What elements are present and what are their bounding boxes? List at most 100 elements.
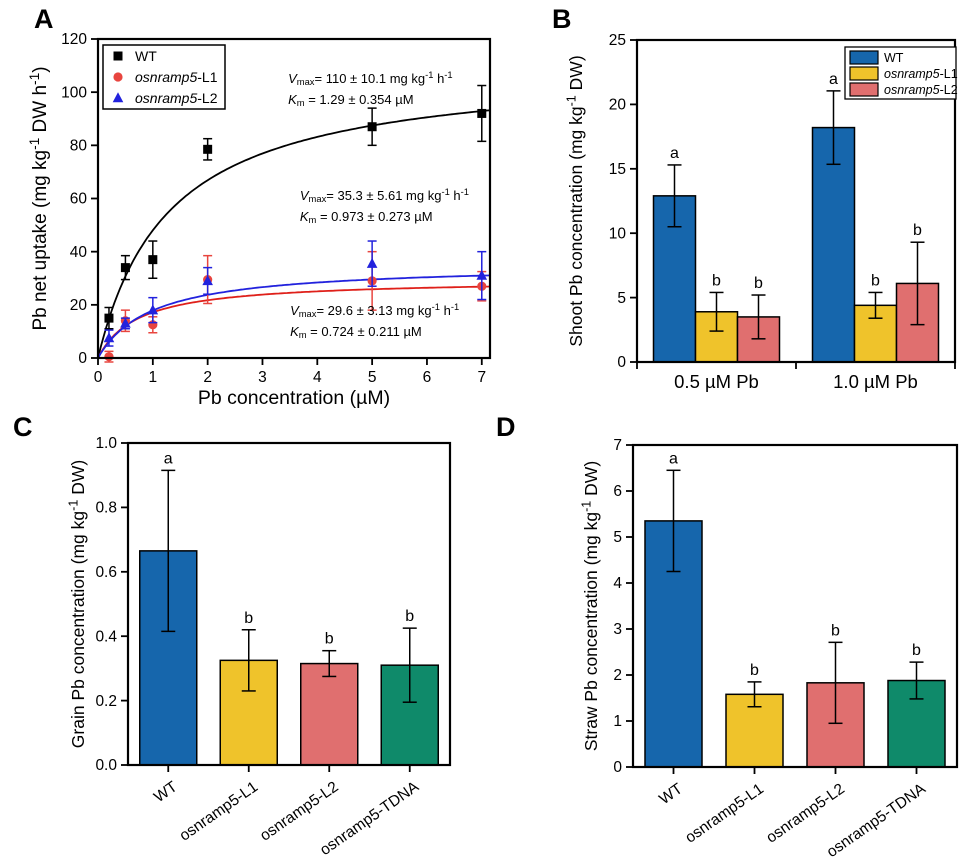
y-tick-label: 0 [613,759,622,776]
x-tick-label: 2 [203,369,212,386]
panel-B: a b b 0.5 µM Pb a b b 1.0 µM Pb 0 5 10 15 20 25 Shoot … [564,32,957,392]
y-tick-label: 60 [70,191,88,208]
y-tick-label: 0.4 [95,628,117,645]
annotation-line: Km = 1.29 ± 0.354 µM [288,92,413,108]
x-category-label: osnramp5-L1 [176,778,261,844]
legend-label: osnramp5-L2 [884,83,958,97]
legend-swatch [849,82,879,97]
annotation-line: Vmax= 35.3 ± 5.61 mg kg-1 h-1 [300,186,469,204]
y-tick-label: 0.8 [95,500,117,517]
y-tick-label: 80 [70,138,88,155]
marker-square [203,144,213,154]
sig-letter: a [164,450,173,467]
axis-box [631,443,959,769]
sig-letter: b [325,631,334,648]
y-tick-label: 40 [70,244,88,261]
legend: WT osnramp5-L1 osnramp5-L2 [844,46,958,100]
x-tick-label: 1 [149,369,158,386]
legend-label: osnramp5-L2 [135,90,218,106]
marker-square [148,255,158,265]
bar-osnramp5-L2 [300,662,359,766]
y-tick-label: 1.0 [95,435,117,452]
fit-curve-osnramp5-L1 [97,285,491,359]
marker-square [113,51,123,61]
marker-triangle [112,92,124,103]
sig-letter: b [754,275,763,292]
panel-D: aWTbosnramp5-L1bosnramp5-L2bosnramp5-TDN… [579,437,959,861]
annotation-line: Vmax= 29.6 ± 3.13 mg kg-1 h-1 [290,301,459,319]
x-tick-label: 7 [477,369,486,386]
marker-square [120,263,130,273]
y-tick-label: 1 [613,713,622,730]
sig-letter: a [670,145,679,162]
y-tick-label: 7 [613,437,622,454]
x-category-label: osnramp5-L1 [682,780,767,846]
sig-letter: b [871,272,880,289]
legend-label: osnramp5-L1 [884,67,958,81]
bar-WT-2 [811,126,856,363]
panel-label-b: B [552,4,572,34]
x-category-label: osnramp5-L2 [257,778,342,844]
x-tick-label: 5 [368,369,377,386]
sig-letter: a [829,71,838,88]
sig-letter: a [669,450,678,467]
axis-box [126,441,452,767]
x-category-label: 0.5 µM Pb [674,371,759,392]
annotation-line: Vmax= 110 ± 10.1 mg kg-1 h-1 [288,69,453,87]
marker-triangle [202,275,213,286]
y-axis-label: Pb net uptake (mg kg-1 DW h-1) [27,66,51,330]
sig-letter: b [913,222,922,239]
marker-circle [113,72,123,82]
y-tick-label: 0 [78,350,87,367]
panel-label-d: D [496,412,516,442]
fit-curve-osnramp5-L2 [97,274,491,359]
panel-label-a: A [34,4,54,34]
marker-triangle [120,317,131,328]
y-tick-label: 2 [613,667,622,684]
sig-letter: b [712,272,721,289]
y-axis-label: Grain Pb concentration (mg kg-1 DW) [66,460,88,748]
y-tick-label: 0 [617,354,626,371]
bar-osnramp5-L1 [219,659,278,766]
panel-A: 0 1 2 3 4 5 6 7 0 20 40 60 80 100 120 Pb concentration … [27,31,492,409]
y-tick-label: 3 [613,621,622,638]
annotation-line: Km = 0.973 ± 0.273 µM [300,209,433,225]
y-tick-label: 0.2 [95,693,117,710]
x-category-label: osnramp5-L2 [763,780,848,846]
panel-label-c: C [13,412,33,442]
x-axis-label: Pb concentration (µM) [198,387,390,409]
marker-triangle [366,257,378,268]
y-tick-label: 4 [613,575,622,592]
axis-box [635,38,957,364]
y-tick-label: 25 [609,32,626,49]
legend-label: WT [884,51,904,65]
y-tick-label: 5 [617,290,626,307]
y-tick-label: 6 [613,483,622,500]
x-tick-label: 4 [313,369,322,386]
y-tick-label: 0.6 [95,564,117,581]
y-axis-label: Shoot Pb concentration (mg kg-1 DW) [564,55,586,346]
x-category-label: 1.0 µM Pb [833,371,918,392]
marker-triangle [147,304,159,315]
legend-swatch [849,66,879,81]
y-tick-label: 20 [609,97,627,114]
marker-triangle [103,332,115,343]
legend-box [102,44,226,110]
fit-curve-WT [97,109,491,359]
y-axis-label: Straw Pb concentration (mg kg-1 DW) [579,461,601,751]
sig-letter: b [912,642,921,659]
legend-label: WT [135,48,157,64]
y-tick-label: 120 [61,31,87,48]
x-tick-label: 3 [258,369,267,386]
sig-letter: b [750,662,759,679]
marker-circle [104,352,114,362]
y-tick-label: 5 [613,529,622,546]
marker-square [104,313,114,323]
x-category-label: WT [656,780,686,808]
y-tick-label: 15 [609,161,626,178]
marker-triangle [476,269,488,280]
x-category-label: WT [151,778,181,806]
x-tick-label: 0 [94,369,103,386]
